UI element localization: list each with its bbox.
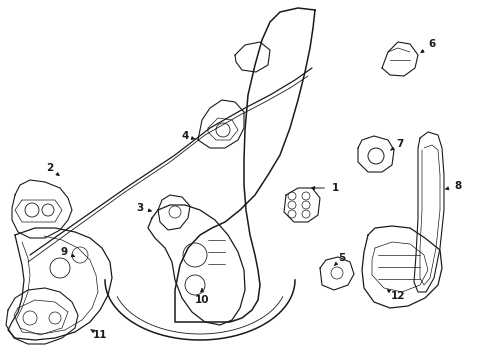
Text: 3: 3 [136,203,144,213]
Text: 7: 7 [396,139,404,149]
Text: 1: 1 [331,183,339,193]
Text: 2: 2 [47,163,53,173]
Text: 8: 8 [454,181,462,191]
Text: 9: 9 [60,247,68,257]
Text: 4: 4 [181,131,189,141]
Text: 6: 6 [428,39,436,49]
Text: 11: 11 [93,330,107,340]
Text: 5: 5 [339,253,345,263]
Text: 12: 12 [391,291,405,301]
Text: 10: 10 [195,295,209,305]
